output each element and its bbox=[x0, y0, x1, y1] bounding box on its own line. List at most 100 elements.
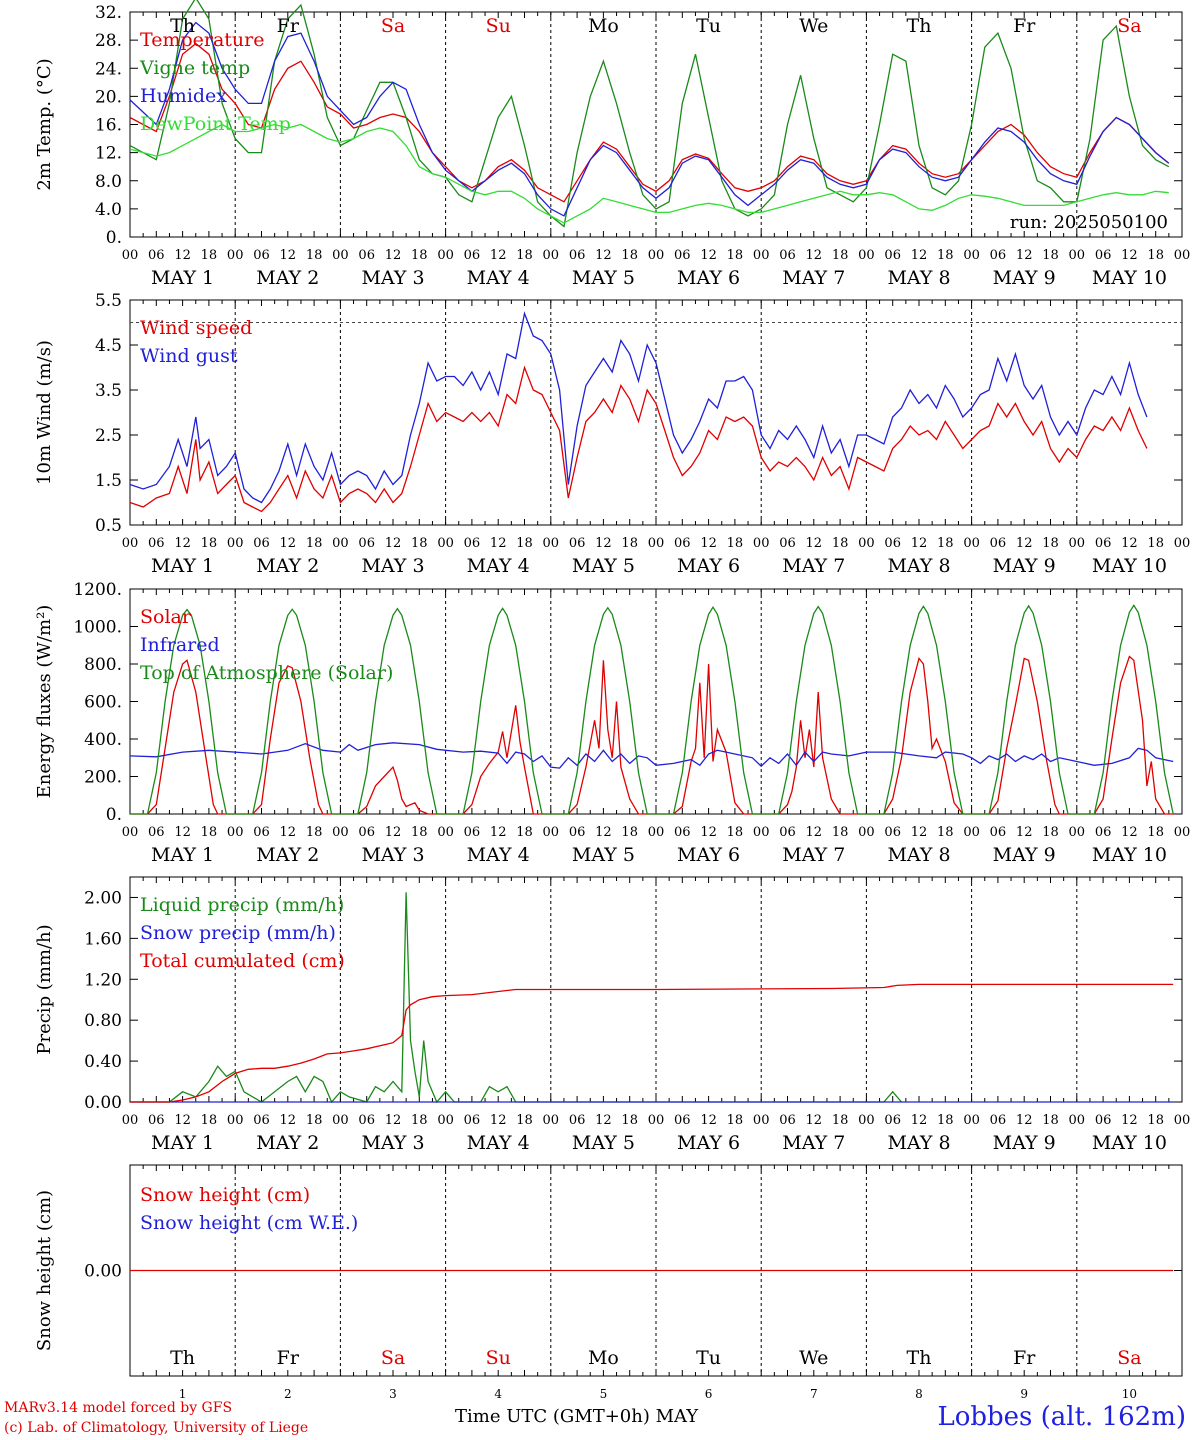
hour-label: 06 bbox=[253, 1113, 270, 1128]
hour-label: 12 bbox=[700, 248, 717, 263]
day-of-week-label: Fr bbox=[277, 1347, 300, 1369]
hour-label: 18 bbox=[516, 825, 533, 840]
hour-label: 18 bbox=[832, 825, 849, 840]
date-label: MAY 6 bbox=[677, 555, 740, 577]
hour-label: 12 bbox=[174, 1113, 191, 1128]
day-of-week-label: We bbox=[799, 15, 828, 37]
hour-label: 18 bbox=[306, 825, 323, 840]
hour-label: 06 bbox=[358, 825, 375, 840]
day-of-week-label: Sa bbox=[381, 1347, 405, 1369]
date-label: MAY 8 bbox=[887, 267, 950, 289]
hour-label: 00 bbox=[227, 536, 244, 551]
run-label: run: 2025050100 bbox=[1010, 212, 1168, 233]
series-line-0 bbox=[130, 892, 902, 1104]
day-of-week-label: Tu bbox=[696, 15, 721, 37]
hour-label: 12 bbox=[700, 825, 717, 840]
hour-label: 00 bbox=[1174, 536, 1191, 551]
hour-label: 12 bbox=[911, 825, 928, 840]
hour-label: 06 bbox=[464, 536, 481, 551]
y-tick-label: 0.00 bbox=[84, 1093, 122, 1113]
y-axis-title: 2m Temp. (°C) bbox=[34, 58, 55, 190]
hour-label: 00 bbox=[1069, 536, 1086, 551]
date-label: MAY 2 bbox=[256, 1132, 319, 1154]
panel-frame bbox=[129, 299, 1183, 526]
hour-label: 18 bbox=[411, 536, 428, 551]
hour-label: 12 bbox=[806, 248, 823, 263]
hour-label: 12 bbox=[1016, 825, 1033, 840]
day-of-week-label: Sa bbox=[1117, 15, 1141, 37]
series-line-1 bbox=[129, 311, 1148, 504]
date-label: MAY 5 bbox=[572, 555, 635, 577]
hour-label: 18 bbox=[201, 248, 218, 263]
day-number-label: 5 bbox=[600, 1387, 608, 1401]
y-tick-label: 24. bbox=[95, 59, 122, 79]
legend-entry: Total cumulated (cm) bbox=[140, 950, 345, 972]
y-tick-label: 4.5 bbox=[95, 336, 122, 356]
hour-label: 18 bbox=[1042, 825, 1059, 840]
legend-entry: Top of Atmosphere (Solar) bbox=[140, 662, 393, 684]
hour-label: 00 bbox=[648, 536, 665, 551]
day-of-week-label: Fr bbox=[1013, 15, 1036, 37]
hour-label: 18 bbox=[306, 1113, 323, 1128]
hour-label: 06 bbox=[674, 825, 691, 840]
hour-label: 06 bbox=[148, 248, 165, 263]
hour-label: 18 bbox=[621, 248, 638, 263]
date-label: MAY 7 bbox=[782, 555, 845, 577]
hour-label: 06 bbox=[464, 248, 481, 263]
hour-label: 18 bbox=[201, 1113, 218, 1128]
y-tick-label: 1.5 bbox=[95, 471, 122, 491]
y-tick-label: 1200. bbox=[73, 580, 122, 600]
hour-label: 00 bbox=[858, 248, 875, 263]
hour-label: 18 bbox=[727, 248, 744, 263]
hour-label: 06 bbox=[148, 825, 165, 840]
day-number-label: 2 bbox=[284, 1387, 292, 1401]
legend-entry: Wind speed bbox=[140, 317, 252, 339]
hour-label: 00 bbox=[332, 825, 349, 840]
hour-label: 12 bbox=[490, 248, 507, 263]
hour-label: 06 bbox=[884, 825, 901, 840]
hour-label: 12 bbox=[911, 248, 928, 263]
day-of-week-label: Th bbox=[170, 1347, 195, 1369]
hour-label: 00 bbox=[122, 1113, 139, 1128]
day-number-label: 3 bbox=[389, 1387, 397, 1401]
hour-label: 00 bbox=[858, 1113, 875, 1128]
hour-label: 18 bbox=[306, 248, 323, 263]
y-tick-label: 400. bbox=[84, 730, 122, 750]
hour-label: 06 bbox=[674, 1113, 691, 1128]
day-of-week-label: Mo bbox=[588, 1347, 619, 1369]
hour-label: 00 bbox=[1174, 825, 1191, 840]
hour-label: 12 bbox=[806, 536, 823, 551]
hour-label: 06 bbox=[358, 1113, 375, 1128]
date-label: MAY 5 bbox=[572, 844, 635, 866]
legend-entry: Solar bbox=[140, 606, 192, 628]
hour-label: 18 bbox=[621, 1113, 638, 1128]
hour-label: 00 bbox=[963, 536, 980, 551]
y-tick-label: 2.5 bbox=[95, 426, 122, 446]
hour-label: 00 bbox=[437, 536, 454, 551]
hour-label: 18 bbox=[621, 825, 638, 840]
series-line-3 bbox=[129, 123, 1169, 224]
day-number-label: 10 bbox=[1122, 1387, 1137, 1401]
hour-label: 06 bbox=[779, 825, 796, 840]
date-label: MAY 7 bbox=[782, 267, 845, 289]
hour-label: 00 bbox=[543, 825, 560, 840]
hour-label: 12 bbox=[280, 825, 297, 840]
day-of-week-label: We bbox=[799, 1347, 828, 1369]
date-label: MAY 9 bbox=[993, 555, 1056, 577]
hour-label: 12 bbox=[1121, 825, 1138, 840]
station-name: Lobbes (alt. 162m) bbox=[937, 1402, 1186, 1432]
day-of-week-label: Sa bbox=[1117, 1347, 1141, 1369]
series-line-0 bbox=[130, 655, 1174, 815]
hour-label: 00 bbox=[437, 825, 454, 840]
hour-label: 18 bbox=[1042, 1113, 1059, 1128]
day-of-week-label: Fr bbox=[277, 15, 300, 37]
hour-label: 18 bbox=[201, 825, 218, 840]
hour-label: 12 bbox=[595, 1113, 612, 1128]
hour-label: 12 bbox=[174, 248, 191, 263]
legend-entry: Snow height (cm W.E.) bbox=[140, 1212, 358, 1234]
date-label: MAY 6 bbox=[677, 267, 740, 289]
hour-label: 12 bbox=[1016, 248, 1033, 263]
hour-label: 00 bbox=[543, 248, 560, 263]
hour-label: 12 bbox=[385, 825, 402, 840]
